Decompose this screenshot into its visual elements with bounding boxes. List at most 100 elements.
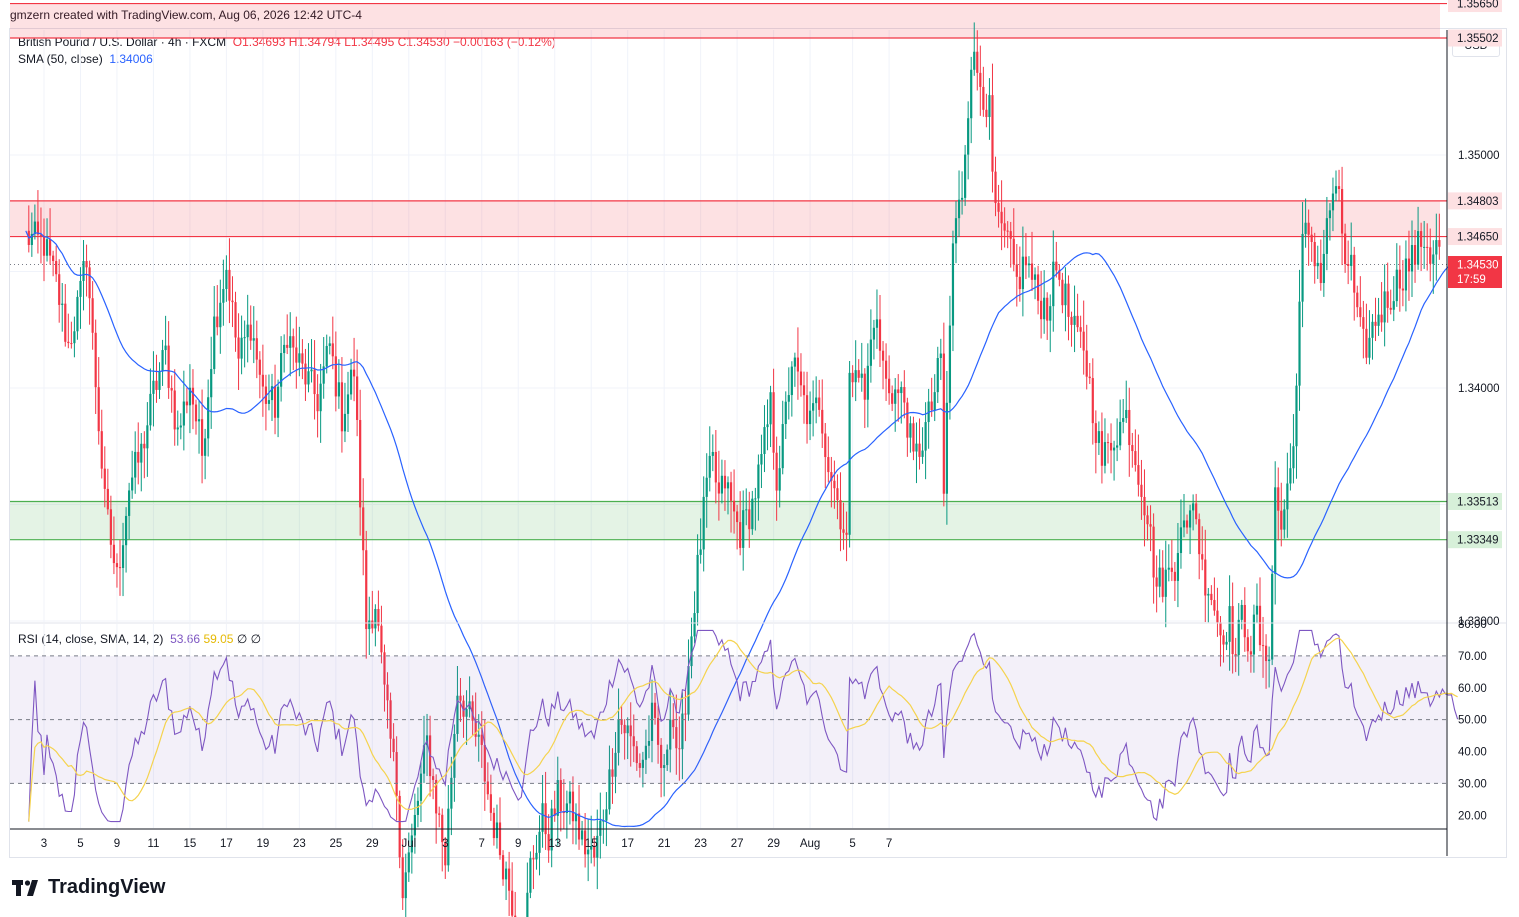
candle-down bbox=[732, 500, 736, 512]
time-tick-label: 11 bbox=[147, 838, 159, 850]
candle-up bbox=[33, 221, 36, 234]
candle-down bbox=[36, 221, 40, 235]
candle-down bbox=[371, 620, 374, 629]
candle-down bbox=[100, 431, 103, 469]
candle-down bbox=[824, 433, 827, 458]
candle-down bbox=[255, 338, 258, 360]
candle-up bbox=[970, 69, 973, 119]
candle-down bbox=[383, 652, 386, 685]
candle-up bbox=[1073, 315, 1076, 325]
candle-down bbox=[1219, 622, 1222, 636]
candle-down bbox=[1420, 231, 1423, 247]
candle-up bbox=[422, 745, 426, 774]
candle-up bbox=[1350, 254, 1353, 266]
resistance-price-label: 1.35502 bbox=[1457, 33, 1499, 45]
candle-up bbox=[343, 413, 347, 432]
candle-down bbox=[1337, 186, 1341, 190]
candle-down bbox=[1088, 376, 1091, 379]
candle-down bbox=[1356, 292, 1359, 308]
time-tick-label: 15 bbox=[184, 838, 197, 850]
candle-down bbox=[112, 544, 116, 564]
candle-down bbox=[237, 337, 240, 359]
candle-up bbox=[1416, 231, 1420, 265]
chart-attribution: gmzern created with TradingView.com, Aug… bbox=[10, 8, 362, 22]
candle-down bbox=[115, 563, 119, 568]
candle-up bbox=[1097, 431, 1100, 443]
candle-down bbox=[58, 274, 61, 305]
candle-down bbox=[1353, 254, 1356, 293]
time-tick-label: 17 bbox=[220, 838, 233, 850]
candle-up bbox=[784, 401, 787, 425]
brand-logo: TradingView bbox=[12, 876, 165, 899]
candle-down bbox=[386, 684, 389, 701]
candle-up bbox=[61, 303, 64, 305]
candle-up bbox=[1328, 210, 1332, 219]
candle-up bbox=[1228, 606, 1231, 642]
candle-up bbox=[1435, 240, 1438, 255]
candle-up bbox=[1331, 193, 1335, 211]
candle-down bbox=[1009, 231, 1012, 239]
candle-up bbox=[131, 477, 134, 491]
candle-up bbox=[793, 357, 796, 367]
candle-down bbox=[261, 374, 264, 387]
candle-up bbox=[407, 852, 410, 873]
rsi-tick-label: 50.00 bbox=[1458, 715, 1487, 727]
candle-up bbox=[702, 496, 705, 550]
candle-up bbox=[1255, 605, 1259, 615]
candle-up bbox=[419, 773, 423, 801]
candle-up bbox=[1334, 186, 1338, 194]
time-tick-label: 9 bbox=[515, 838, 521, 850]
candle-up bbox=[1179, 527, 1183, 554]
candle-down bbox=[1015, 264, 1018, 277]
candle-down bbox=[635, 746, 638, 764]
candle-down bbox=[1389, 307, 1392, 310]
candle-up bbox=[410, 835, 413, 853]
candle-up bbox=[188, 387, 192, 406]
candle-up bbox=[1064, 283, 1067, 306]
candle-up bbox=[964, 154, 967, 198]
support-price-tag bbox=[1448, 531, 1502, 549]
time-tick-label: Aug bbox=[800, 838, 820, 850]
candle-down bbox=[194, 404, 198, 422]
candle-up bbox=[76, 296, 79, 332]
candle-up bbox=[860, 373, 863, 378]
candle-down bbox=[1313, 241, 1316, 267]
candle-up bbox=[197, 419, 201, 422]
candle-up bbox=[945, 402, 948, 494]
candle-down bbox=[1018, 276, 1021, 290]
candle-up bbox=[556, 780, 559, 816]
candle-up bbox=[894, 389, 897, 404]
candle-up bbox=[298, 353, 301, 363]
candle-up bbox=[283, 344, 286, 354]
candle-down bbox=[1185, 520, 1189, 528]
candle-down bbox=[729, 482, 733, 501]
rsi-label[interactable]: RSI (14, close, SMA, 14, 2) bbox=[18, 632, 164, 646]
candle-up bbox=[504, 868, 508, 880]
sma-label[interactable]: SMA (50, close) bbox=[18, 52, 103, 66]
candle-up bbox=[450, 777, 453, 809]
candle-down bbox=[1249, 651, 1252, 655]
rsi-value: 53.66 bbox=[170, 632, 201, 646]
candle-down bbox=[884, 360, 888, 379]
candle-down bbox=[334, 356, 337, 397]
candle-down bbox=[1201, 554, 1204, 560]
candle-up bbox=[650, 702, 654, 741]
candle-down bbox=[942, 353, 945, 494]
candle-down bbox=[1012, 238, 1015, 265]
candle-down bbox=[191, 387, 195, 405]
candle-up bbox=[1167, 567, 1170, 570]
candle-up bbox=[82, 261, 85, 281]
candle-down bbox=[249, 324, 252, 341]
candle-down bbox=[1149, 524, 1152, 527]
candle-up bbox=[276, 386, 280, 418]
candle-up bbox=[1112, 447, 1116, 451]
candle-down bbox=[67, 341, 70, 344]
candle-down bbox=[292, 336, 295, 348]
candle-up bbox=[754, 498, 757, 500]
candle-up bbox=[219, 302, 222, 328]
resistance-price-tag bbox=[1448, 228, 1502, 246]
candle-up bbox=[121, 545, 125, 568]
candle-up bbox=[310, 369, 313, 372]
candle-up bbox=[1289, 468, 1292, 484]
candle-up bbox=[951, 243, 955, 326]
